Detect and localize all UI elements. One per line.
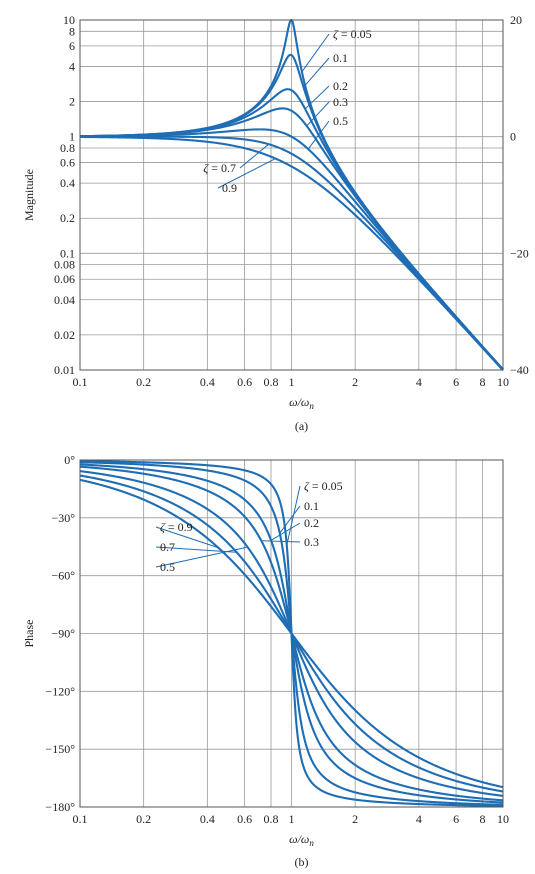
phase-plot-frame [79,459,504,808]
phase-curves [79,460,504,807]
magnitude-x-tick-label: 8 [480,375,486,389]
phase-curve-zeta-0-9 [79,478,504,789]
phase-zeta-label: ζ = 0.9 [160,520,193,534]
phase-y-tick-labels: 0° −30° −60° −90° −120° −150° −180° [45,453,75,814]
magnitude-zeta-label: ζ = 0.05 [333,27,372,41]
phase-zeta-label: ζ = 0.05 [304,479,343,493]
phase-y-tick-label: −120° [45,684,75,698]
phase-zeta-label: 0.5 [160,560,175,574]
magnitude-x-tick-label: 4 [416,375,422,389]
phase-chart: 0.1 0.2 0.4 0.6 0.8 1 2 4 6 8 10 0° −30° −60° −90° −12… [22,453,509,869]
magnitude-zeta-leader [301,33,330,73]
magnitude-zeta-annotations: ζ = 0.05 0.1 0.2 0.3 0.5 ζ = 0.7 0.9 [203,27,371,195]
magnitude-grid [79,19,504,371]
phase-caption: (b) [295,855,309,869]
magnitude-y-tick-label: 0.6 [60,156,75,170]
magnitude-caption: (a) [295,419,308,433]
magnitude-y-tick-label: 6 [69,39,75,53]
phase-x-tick-label: 0.8 [264,812,279,826]
phase-zeta-label: 0.3 [304,535,319,549]
phase-x-tick-label: 0.4 [200,812,215,826]
phase-x-tick-label: 8 [480,812,486,826]
magnitude-x-tick-label: 1 [289,375,295,389]
magnitude-y-tick-label: 0.2 [60,211,75,225]
phase-x-axis-label: ω/ωn [289,832,314,848]
magnitude-zeta-leader [303,57,330,88]
magnitude-x-tick-label: 0.2 [136,375,151,389]
magnitude-x-tick-labels: 0.1 0.2 0.4 0.6 0.8 1 2 4 6 8 10 [73,375,510,389]
phase-y-tick-label: −90° [51,627,75,641]
phase-zeta-leader [155,546,237,553]
magnitude-zeta-label: 0.1 [333,51,348,65]
magnitude-y-tick-label: 0.06 [54,272,75,286]
phase-x-tick-label: 1 [289,812,295,826]
magnitude-y-tick-label: 8 [69,24,75,38]
magnitude-zeta-label: 0.3 [333,95,348,109]
magnitude-zeta-leader [306,101,330,127]
magnitude-zeta-label: 0.2 [333,79,348,93]
magnitude-zeta-leader [304,85,330,110]
magnitude-db-tick-label: 0 [510,130,516,144]
magnitude-curve-zeta-0-9 [79,135,504,371]
magnitude-db-tick-labels: 20 0 −20 −40 [510,13,529,377]
magnitude-y-tick-label: 0.4 [60,176,75,190]
magnitude-zeta-leader [307,120,330,150]
phase-y-tick-label: −180° [45,800,75,814]
magnitude-y-tick-label: 0.1 [60,246,75,260]
phase-x-tick-label: 4 [416,812,422,826]
magnitude-x-tick-label: 6 [453,375,459,389]
phase-zeta-leader [155,526,219,549]
phase-y-tick-label: −60° [51,569,75,583]
magnitude-x-axis-label: ω/ωn [289,395,314,411]
phase-x-tick-label: 6 [453,812,459,826]
magnitude-curves [79,18,504,371]
magnitude-zeta-leader [217,158,276,189]
magnitude-zeta-label: ζ = 0.7 [203,161,236,175]
magnitude-y-tick-label: 2 [69,95,75,109]
phase-zeta-label: 0.2 [304,516,319,530]
magnitude-db-tick-label: 20 [510,13,522,27]
magnitude-y-tick-label: 0.8 [60,141,75,155]
magnitude-zeta-leader [239,143,269,169]
magnitude-zeta-label: 0.9 [222,181,237,195]
magnitude-x-tick-label: 0.6 [237,375,252,389]
magnitude-y-tick-label: 0.08 [54,258,75,272]
phase-x-tick-labels: 0.1 0.2 0.4 0.6 0.8 1 2 4 6 8 10 [73,812,510,826]
magnitude-y-tick-label: 10 [63,13,75,27]
phase-zeta-leader [279,505,301,534]
phase-x-tick-label: 0.1 [73,812,88,826]
magnitude-y-tick-label: 0.04 [54,293,75,307]
magnitude-x-tick-label: 10 [497,375,509,389]
phase-x-tick-label: 10 [497,812,509,826]
phase-y-tick-label: 0° [64,453,75,467]
magnitude-x-tick-label: 0.4 [200,375,215,389]
phase-x-tick-label: 2 [352,812,358,826]
magnitude-y-tick-labels: 0.01 0.02 0.04 0.060.080.1 0.2 0.4 0.60.81 2 4 68… [54,13,75,377]
phase-zeta-leader [270,522,301,541]
phase-zeta-leader [155,546,248,568]
magnitude-zeta-label: 0.5 [333,114,348,128]
phase-y-axis-label: Phase [22,620,36,648]
magnitude-db-tick-label: −20 [510,246,529,260]
phase-zeta-label: 0.7 [160,540,175,554]
magnitude-chart: 0.1 0.2 0.4 0.6 0.8 1 2 4 6 8 10 0.010.020.040.060… [22,13,529,433]
magnitude-db-tick-label: −40 [510,363,529,377]
magnitude-y-tick-label: 0.02 [54,328,75,342]
phase-x-tick-label: 0.2 [136,812,151,826]
magnitude-y-tick-label: 4 [69,59,75,73]
phase-y-tick-label: −30° [51,511,75,525]
magnitude-x-tick-label: 2 [352,375,358,389]
magnitude-x-tick-label: 0.8 [264,375,279,389]
phase-zeta-leader [261,540,301,543]
magnitude-y-tick-label: 0.01 [54,363,75,377]
magnitude-x-tick-label: 0.1 [73,375,88,389]
magnitude-plot-frame [79,19,504,371]
phase-zeta-annotations: ζ = 0.05 0.1 0.2 0.3 ζ = 0.9 0.7 0.5 [155,479,343,574]
phase-zeta-label: 0.1 [304,499,319,513]
magnitude-y-axis-label: Magnitude [22,169,36,221]
phase-x-tick-label: 0.6 [237,812,252,826]
phase-y-tick-label: −150° [45,742,75,756]
magnitude-y-tick-label: 1 [69,130,75,144]
